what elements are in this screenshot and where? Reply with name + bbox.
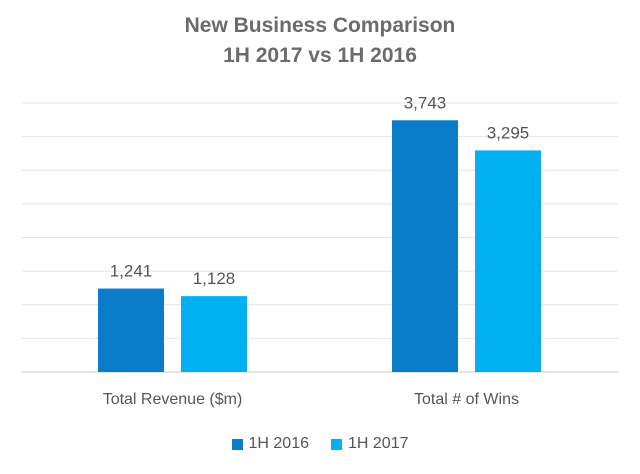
legend-item-1h2016: 1H 2016 (231, 435, 310, 453)
legend-label-1h2016: 1H 2016 (248, 435, 310, 452)
data-label: 3,295 (487, 123, 530, 142)
bar (98, 288, 164, 372)
bar (181, 296, 247, 372)
x-tick-label: Total Revenue ($m) (103, 391, 243, 408)
legend-swatch-1h2016 (231, 438, 243, 450)
data-label: 1,128 (193, 269, 236, 288)
data-label: 3,743 (404, 93, 447, 112)
legend-label-1h2017: 1H 2017 (348, 435, 409, 452)
legend-swatch-1h2017 (331, 438, 342, 450)
bar (392, 120, 458, 372)
chart-title: New Business Comparison (184, 14, 456, 37)
bar (475, 150, 541, 372)
data-label: 1,241 (110, 262, 153, 281)
legend-item-1h2017: 1H 2017 (331, 435, 409, 453)
x-tick-label: Total # of Wins (414, 391, 519, 408)
chart-subtitle: 1H 2017 vs 1H 2016 (223, 44, 417, 67)
legend: 1H 2016 1H 2017 (0, 435, 640, 453)
